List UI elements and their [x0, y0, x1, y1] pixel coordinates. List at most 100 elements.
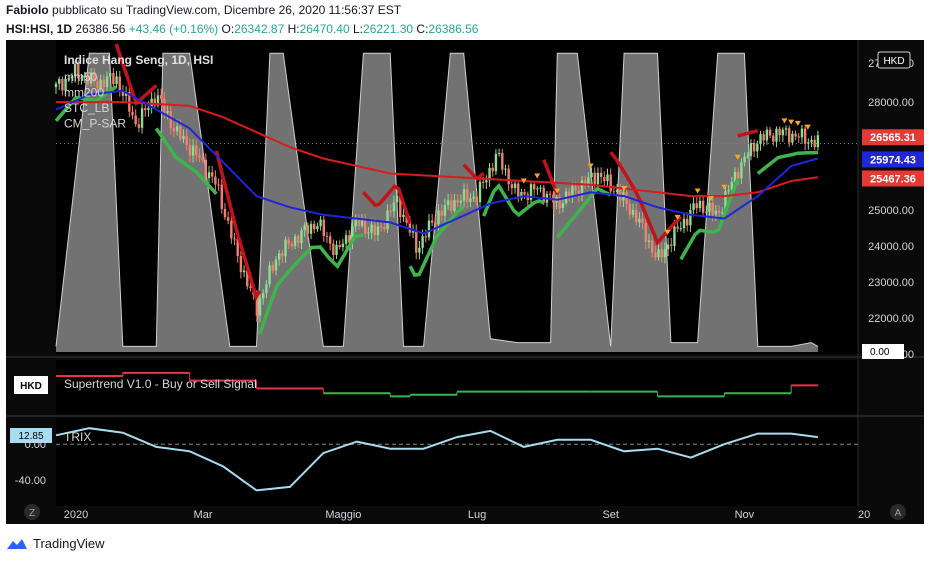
- candle-body: [217, 184, 220, 186]
- candle-body: [242, 270, 246, 273]
- symbol-label: HSI:HSI, 1D: [6, 22, 73, 36]
- candle-body: [61, 79, 64, 91]
- candle-body: [169, 111, 172, 129]
- candle-body: [813, 139, 816, 148]
- candle-body: [223, 208, 227, 218]
- candle-body: [300, 230, 303, 244]
- candle-body: [376, 226, 380, 236]
- close-value: 26386.56: [428, 22, 479, 36]
- candle-body: [204, 159, 208, 179]
- candle-body: [379, 226, 383, 228]
- candle-body: [112, 73, 115, 85]
- candle-body: [536, 188, 539, 190]
- candle-body: [440, 210, 443, 216]
- price-badge-1: 26565.31: [870, 132, 916, 144]
- candle-body: [469, 198, 472, 202]
- price-axis-label: 24000.00: [868, 241, 914, 253]
- signal-marker: [781, 118, 788, 124]
- tradingview-logo-icon: [7, 538, 27, 549]
- candle-body: [523, 192, 526, 195]
- candle-body: [466, 189, 469, 202]
- candle-body: [211, 172, 214, 177]
- candle-body: [360, 219, 364, 226]
- candle-body: [262, 293, 265, 299]
- chart-canvas[interactable]: Indice Hang Seng, 1D, HSI mm50 mm200STC_LB…: [0, 40, 934, 532]
- candle-body: [351, 226, 354, 243]
- candle-body: [606, 174, 609, 182]
- candle-body: [772, 135, 775, 142]
- candle-body: [724, 191, 727, 213]
- candle-body: [717, 210, 721, 213]
- price-badge-bg: [862, 170, 924, 187]
- candle-body: [395, 195, 399, 203]
- candle-body: [73, 63, 77, 77]
- candle-body: [214, 176, 217, 185]
- candle-body: [673, 226, 676, 246]
- candle-body: [89, 72, 93, 84]
- candle-body: [195, 145, 198, 156]
- candle-body: [182, 135, 185, 140]
- candle-body: [140, 108, 144, 128]
- candle-body: [108, 73, 112, 77]
- candle-body: [580, 180, 584, 196]
- candle-body: [332, 243, 335, 255]
- candle-body: [134, 115, 137, 125]
- candle-body: [794, 133, 797, 137]
- candle-body: [752, 143, 756, 152]
- price-badge-bg: [862, 151, 924, 168]
- candle-body: [670, 244, 673, 246]
- candle-body: [762, 134, 765, 141]
- candle-body: [797, 136, 800, 138]
- candle-body: [319, 219, 322, 227]
- signal-marker: [788, 119, 795, 125]
- trend-segment: [756, 150, 818, 175]
- price-axis-label: 28000.00: [868, 97, 914, 109]
- candle-body: [705, 211, 708, 213]
- candle-body: [57, 79, 61, 84]
- high-label: H:: [287, 22, 300, 36]
- author-name: Fabiolo: [6, 3, 49, 17]
- tradingview-brand: TradingView: [33, 536, 105, 551]
- candle-body: [730, 181, 734, 191]
- candle-body: [430, 220, 434, 223]
- candle-body: [115, 76, 118, 85]
- time-axis-label: 20: [858, 509, 870, 521]
- signal-marker: [707, 196, 714, 202]
- candle-body: [577, 190, 581, 196]
- candle-body: [529, 184, 533, 200]
- candle-body: [354, 219, 357, 227]
- candle-body: [367, 232, 370, 234]
- candle-body: [462, 189, 466, 201]
- candle-body: [660, 249, 663, 258]
- candle-body: [612, 191, 616, 193]
- candle-body: [558, 196, 561, 209]
- candle-body: [93, 72, 96, 82]
- candle-body: [685, 218, 689, 226]
- time-axis-label: Nov: [735, 509, 755, 521]
- candle-body: [255, 294, 259, 316]
- candle-body: [459, 200, 463, 203]
- stc-line: [55, 52, 819, 347]
- candle-body: [277, 253, 281, 260]
- candle-body: [364, 219, 367, 234]
- candle-body: [408, 222, 412, 233]
- ohlc-line: HSI:HSI, 1D 26386.56 +43.46 (+0.16%) O:2…: [6, 22, 478, 36]
- candle-body: [328, 236, 332, 244]
- trend-segment: [154, 127, 218, 195]
- close-label: C:: [416, 22, 429, 36]
- stc-badge: 0.00: [870, 347, 890, 358]
- candle-body: [676, 226, 679, 229]
- trend-segment: [482, 182, 545, 218]
- candle-body: [383, 227, 386, 230]
- candle-body: [609, 174, 612, 192]
- open-label: O:: [221, 22, 235, 36]
- candle-body: [265, 284, 268, 294]
- candle-body: [67, 78, 70, 80]
- candle-body: [768, 129, 772, 136]
- candle-body: [497, 152, 501, 154]
- candle-body: [179, 126, 182, 140]
- legend-mm200: mm200: [64, 86, 104, 100]
- candle-body: [689, 209, 692, 226]
- candle-body: [226, 217, 230, 221]
- candle-body: [246, 270, 249, 287]
